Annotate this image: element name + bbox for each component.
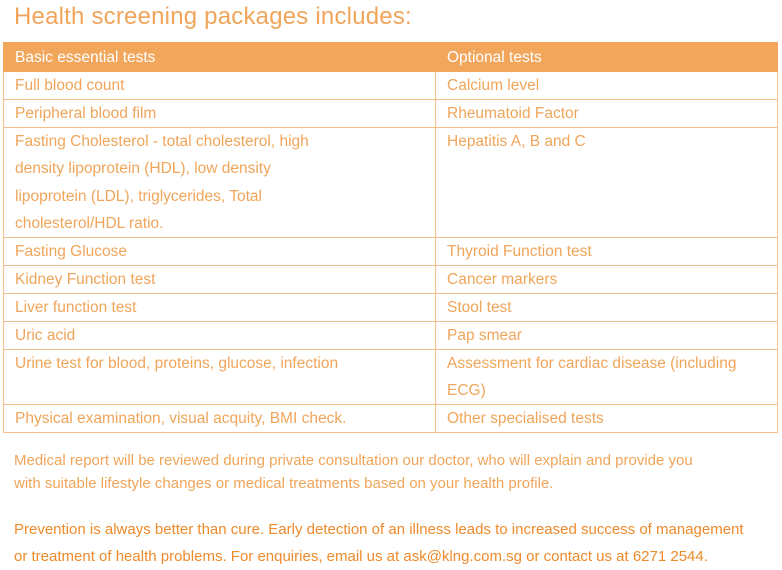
prevention-contact-text: Prevention is always better than cure. E… [14, 516, 782, 570]
table-row: Liver function test Stool test [3, 293, 778, 323]
cell-line: Assessment for cardiac disease (includin… [447, 355, 737, 373]
table-row: Full blood count Calcium level [3, 71, 778, 100]
optional-test-cell: Rheumatoid Factor [435, 99, 778, 128]
optional-test-cell: Thyroid Function test [435, 237, 778, 267]
cell-line: Fasting Cholesterol - total cholesterol,… [15, 133, 309, 150]
table-header-row: Basic essential tests Optional tests [3, 42, 778, 72]
table-row: Kidney Function test Cancer markers [3, 265, 778, 295]
cell-line: ECG) [447, 382, 486, 400]
note-line: with suitable lifestyle changes or medic… [14, 475, 554, 492]
medical-report-note: Medical report will be reviewed during p… [14, 449, 782, 495]
header-basic-tests: Basic essential tests [3, 42, 436, 72]
optional-test-cell: Cancer markers [435, 265, 778, 295]
optional-test-cell: Assessment for cardiac disease (includin… [435, 349, 778, 406]
cta-line: or treatment of health problems. For enq… [14, 548, 708, 565]
cta-line: Prevention is always better than cure. E… [14, 521, 744, 538]
cell-line: density lipoprotein (HDL), low density [15, 160, 271, 178]
optional-test-cell: Pap smear [435, 321, 778, 351]
table-row: Uric acid Pap smear [3, 321, 778, 351]
basic-test-cell: Urine test for blood, proteins, glucose,… [3, 349, 436, 406]
header-optional-tests: Optional tests [435, 42, 778, 72]
optional-test-cell: Other specialised tests [435, 404, 778, 434]
basic-test-cell: Full blood count [3, 71, 436, 100]
optional-test-cell: Calcium level [435, 71, 778, 100]
table-row: Peripheral blood film Rheumatoid Factor [3, 99, 778, 128]
basic-test-cell: Liver function test [3, 293, 436, 323]
basic-test-cell: Kidney Function test [3, 265, 436, 295]
cell-line: cholesterol/HDL ratio. [15, 214, 164, 232]
basic-test-cell: Uric acid [3, 321, 436, 351]
table-row: Fasting Glucose Thyroid Function test [3, 237, 778, 267]
table-row: Urine test for blood, proteins, glucose,… [3, 349, 778, 406]
table-row: Physical examination, visual acquity, BM… [3, 404, 778, 434]
optional-test-cell: Hepatitis A, B and C [435, 126, 778, 239]
basic-test-cell: Fasting Glucose [3, 237, 436, 267]
basic-test-cell: Peripheral blood film [3, 99, 436, 128]
page-title: Health screening packages includes: [14, 3, 412, 30]
basic-test-cell: Fasting Cholesterol - total cholesterol,… [3, 126, 436, 239]
optional-test-cell: Stool test [435, 293, 778, 323]
table-row: Fasting Cholesterol - total cholesterol,… [3, 126, 778, 239]
screening-table: Basic essential tests Optional tests Ful… [3, 42, 778, 434]
note-line: Medical report will be reviewed during p… [14, 452, 693, 469]
basic-test-cell: Physical examination, visual acquity, BM… [3, 404, 436, 434]
cell-line: lipoprotein (LDL), triglycerides, Total [15, 187, 262, 205]
